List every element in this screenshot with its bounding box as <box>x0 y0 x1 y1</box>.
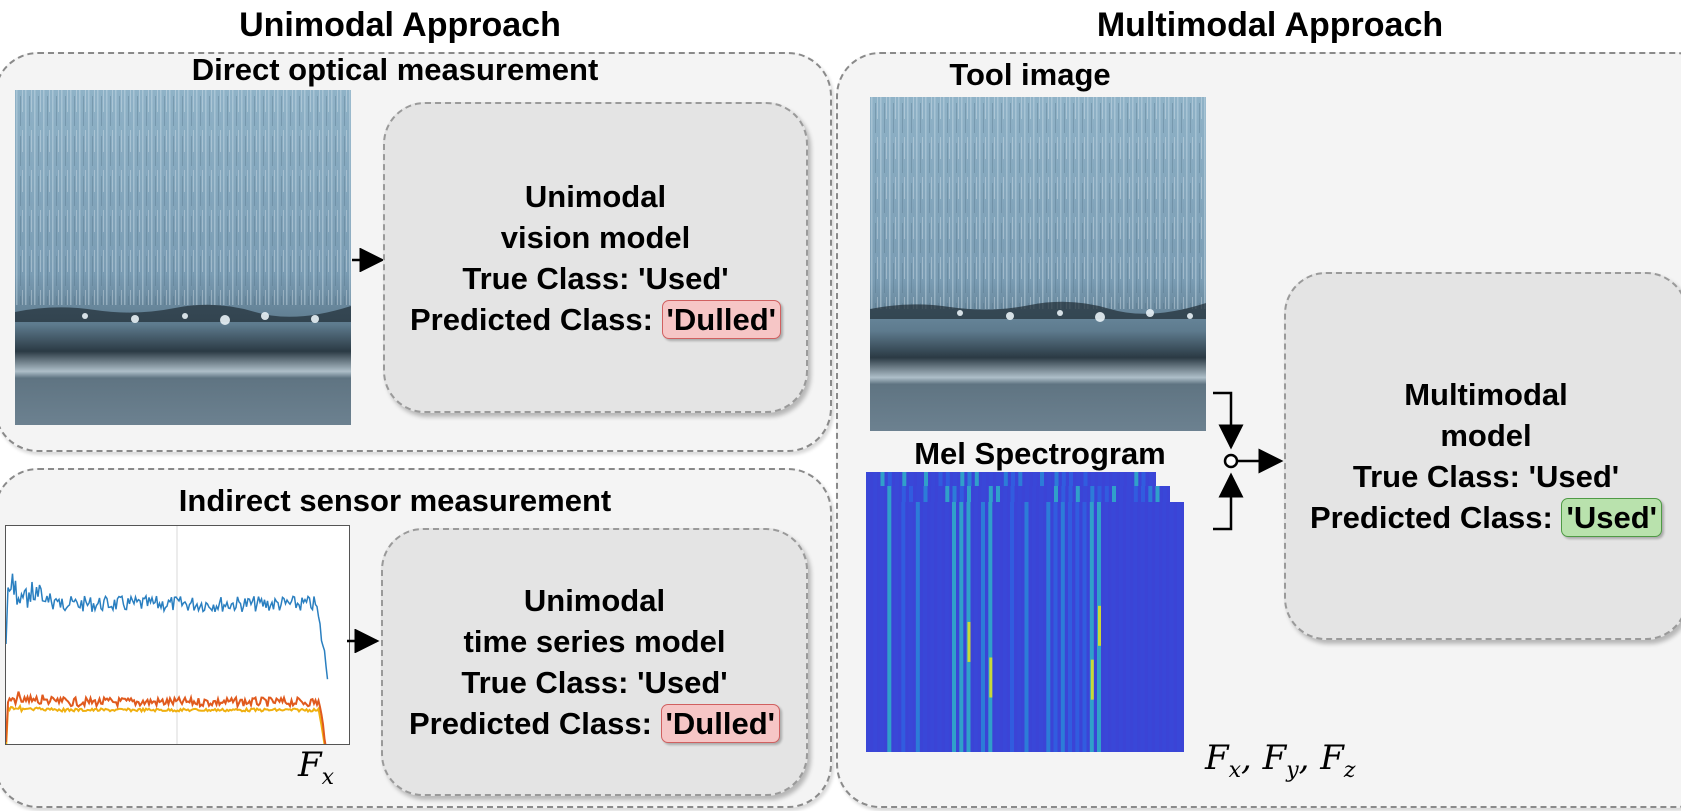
timeseries-model-true-class: True Class: 'Used' <box>461 665 728 700</box>
mel-spectrogram-label: Mel Spectrogram <box>914 436 1166 471</box>
fusion-connector <box>1213 391 1284 531</box>
multimodal-model-box: Multimodal model True Class: 'Used' Pred… <box>1284 272 1681 640</box>
multimodal-model-predicted-badge: 'Used' <box>1561 498 1663 537</box>
indirect-to-model-arrow <box>347 629 380 653</box>
multimodal-model-name-line2: model <box>1440 418 1532 453</box>
fy-series-line <box>5 691 332 770</box>
multimodal-approach-title: Multimodal Approach <box>1096 6 1444 44</box>
tool-image-label: Tool image <box>949 57 1111 92</box>
multimodal-model-predicted-class: Predicted Class: 'Used' <box>1309 497 1663 538</box>
direct-to-model-arrow <box>352 248 385 272</box>
spectrogram-frame <box>894 502 1184 752</box>
unimodal-timeseries-model-box: Unimodal time series model True Class: '… <box>381 528 808 796</box>
vision-model-predicted-prefix: Predicted Class: <box>409 301 662 337</box>
vision-model-predicted-badge: 'Dulled' <box>661 299 781 339</box>
fusion-node <box>1223 453 1239 469</box>
fx-series-line <box>5 573 329 680</box>
fx-signal-label: Fx <box>298 745 335 790</box>
unimodal-vision-model-box: Unimodal vision model True Class: 'Used'… <box>383 102 808 413</box>
fz-series-line <box>5 703 332 778</box>
timeseries-model-predicted-class: Predicted Class: 'Dulled' <box>409 703 780 744</box>
multimodal-model-true-class: True Class: 'Used' <box>1352 459 1620 494</box>
unimodal-approach-title: Unimodal Approach <box>239 6 561 44</box>
tool-wear-photo <box>15 90 351 425</box>
timeseries-model-name-line2: time series model <box>463 624 726 659</box>
vision-model-name-line2: vision model <box>500 219 691 255</box>
timeseries-model-predicted-badge: 'Dulled' <box>660 704 780 743</box>
multimodal-tool-photo <box>870 97 1206 431</box>
timeseries-model-predicted-prefix: Predicted Class: <box>408 706 661 741</box>
fxyz-signal-labels: Fx, Fy, Fz <box>1205 738 1356 783</box>
indirect-sensor-subtitle: Indirect sensor measurement <box>178 483 612 518</box>
vision-model-predicted-class: Predicted Class: 'Dulled' <box>410 299 781 340</box>
multimodal-model-predicted-prefix: Predicted Class: <box>1309 500 1562 535</box>
mel-spectrogram-stack <box>866 472 1186 782</box>
multimodal-model-name-line1: Multimodal <box>1404 377 1568 412</box>
force-signal-plot <box>5 525 350 778</box>
vision-model-true-class: True Class: 'Used' <box>462 260 729 296</box>
vision-model-name-line1: Unimodal <box>524 178 667 214</box>
timeseries-model-name-line1: Unimodal <box>523 583 666 618</box>
direct-optical-subtitle: Direct optical measurement <box>191 52 599 87</box>
